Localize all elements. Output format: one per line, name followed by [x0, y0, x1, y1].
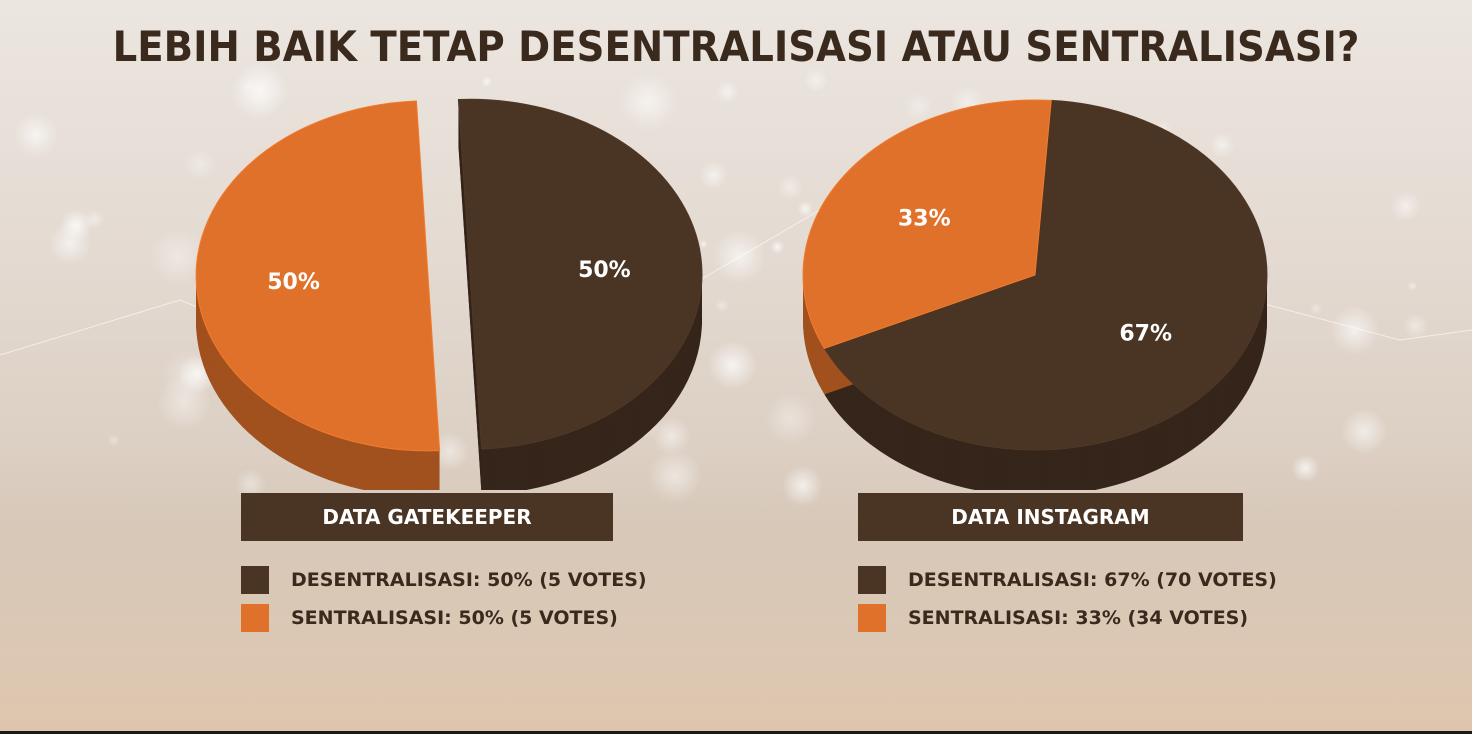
pie-label-sentralisasi: 50% — [267, 270, 320, 295]
pie-label-sentralisasi: 33% — [898, 206, 951, 231]
pie-label-desentralisasi: 50% — [578, 258, 631, 283]
bottom-border — [0, 731, 1472, 734]
page-title: LEBIH BAIK TETAP DESENTRALISASI ATAU SEN… — [112, 22, 1360, 71]
pie-chart-instagram: 67% 33% — [802, 99, 1268, 490]
legend-title-instagram: DATA INSTAGRAM — [858, 493, 1243, 541]
pie-slice-sentralisasi — [802, 99, 1052, 349]
legend-swatch-orange — [241, 604, 269, 632]
legend-swatch-dark — [858, 566, 886, 594]
legend-title-gatekeeper: DATA GATEKEEPER — [241, 493, 613, 541]
legend-swatch-orange — [858, 604, 886, 632]
pie-chart-gatekeeper: 50% 50% — [195, 98, 703, 490]
legend-item-desentralisasi: DESENTRALISASI: 67% (70 VOTES) — [858, 565, 1277, 595]
legend-item-sentralisasi: SENTRALISASI: 50% (5 VOTES) — [241, 603, 618, 633]
legend-item-sentralisasi: SENTRALISASI: 33% (34 VOTES) — [858, 603, 1248, 633]
legend-label: DESENTRALISASI: 50% (5 VOTES) — [291, 569, 647, 591]
pie-label-desentralisasi: 67% — [1119, 322, 1172, 347]
pie-slice-desentralisasi — [823, 99, 1268, 451]
pie-slice-desentralisasi — [457, 98, 703, 450]
legend-label: DESENTRALISASI: 67% (70 VOTES) — [908, 569, 1277, 591]
legend-label: SENTRALISASI: 33% (34 VOTES) — [908, 607, 1249, 629]
legend-label: SENTRALISASI: 50% (5 VOTES) — [291, 607, 618, 629]
pie-slice-sentralisasi — [195, 100, 441, 452]
legend-swatch-dark — [241, 566, 269, 594]
legend-item-desentralisasi: DESENTRALISASI: 50% (5 VOTES) — [241, 565, 647, 595]
